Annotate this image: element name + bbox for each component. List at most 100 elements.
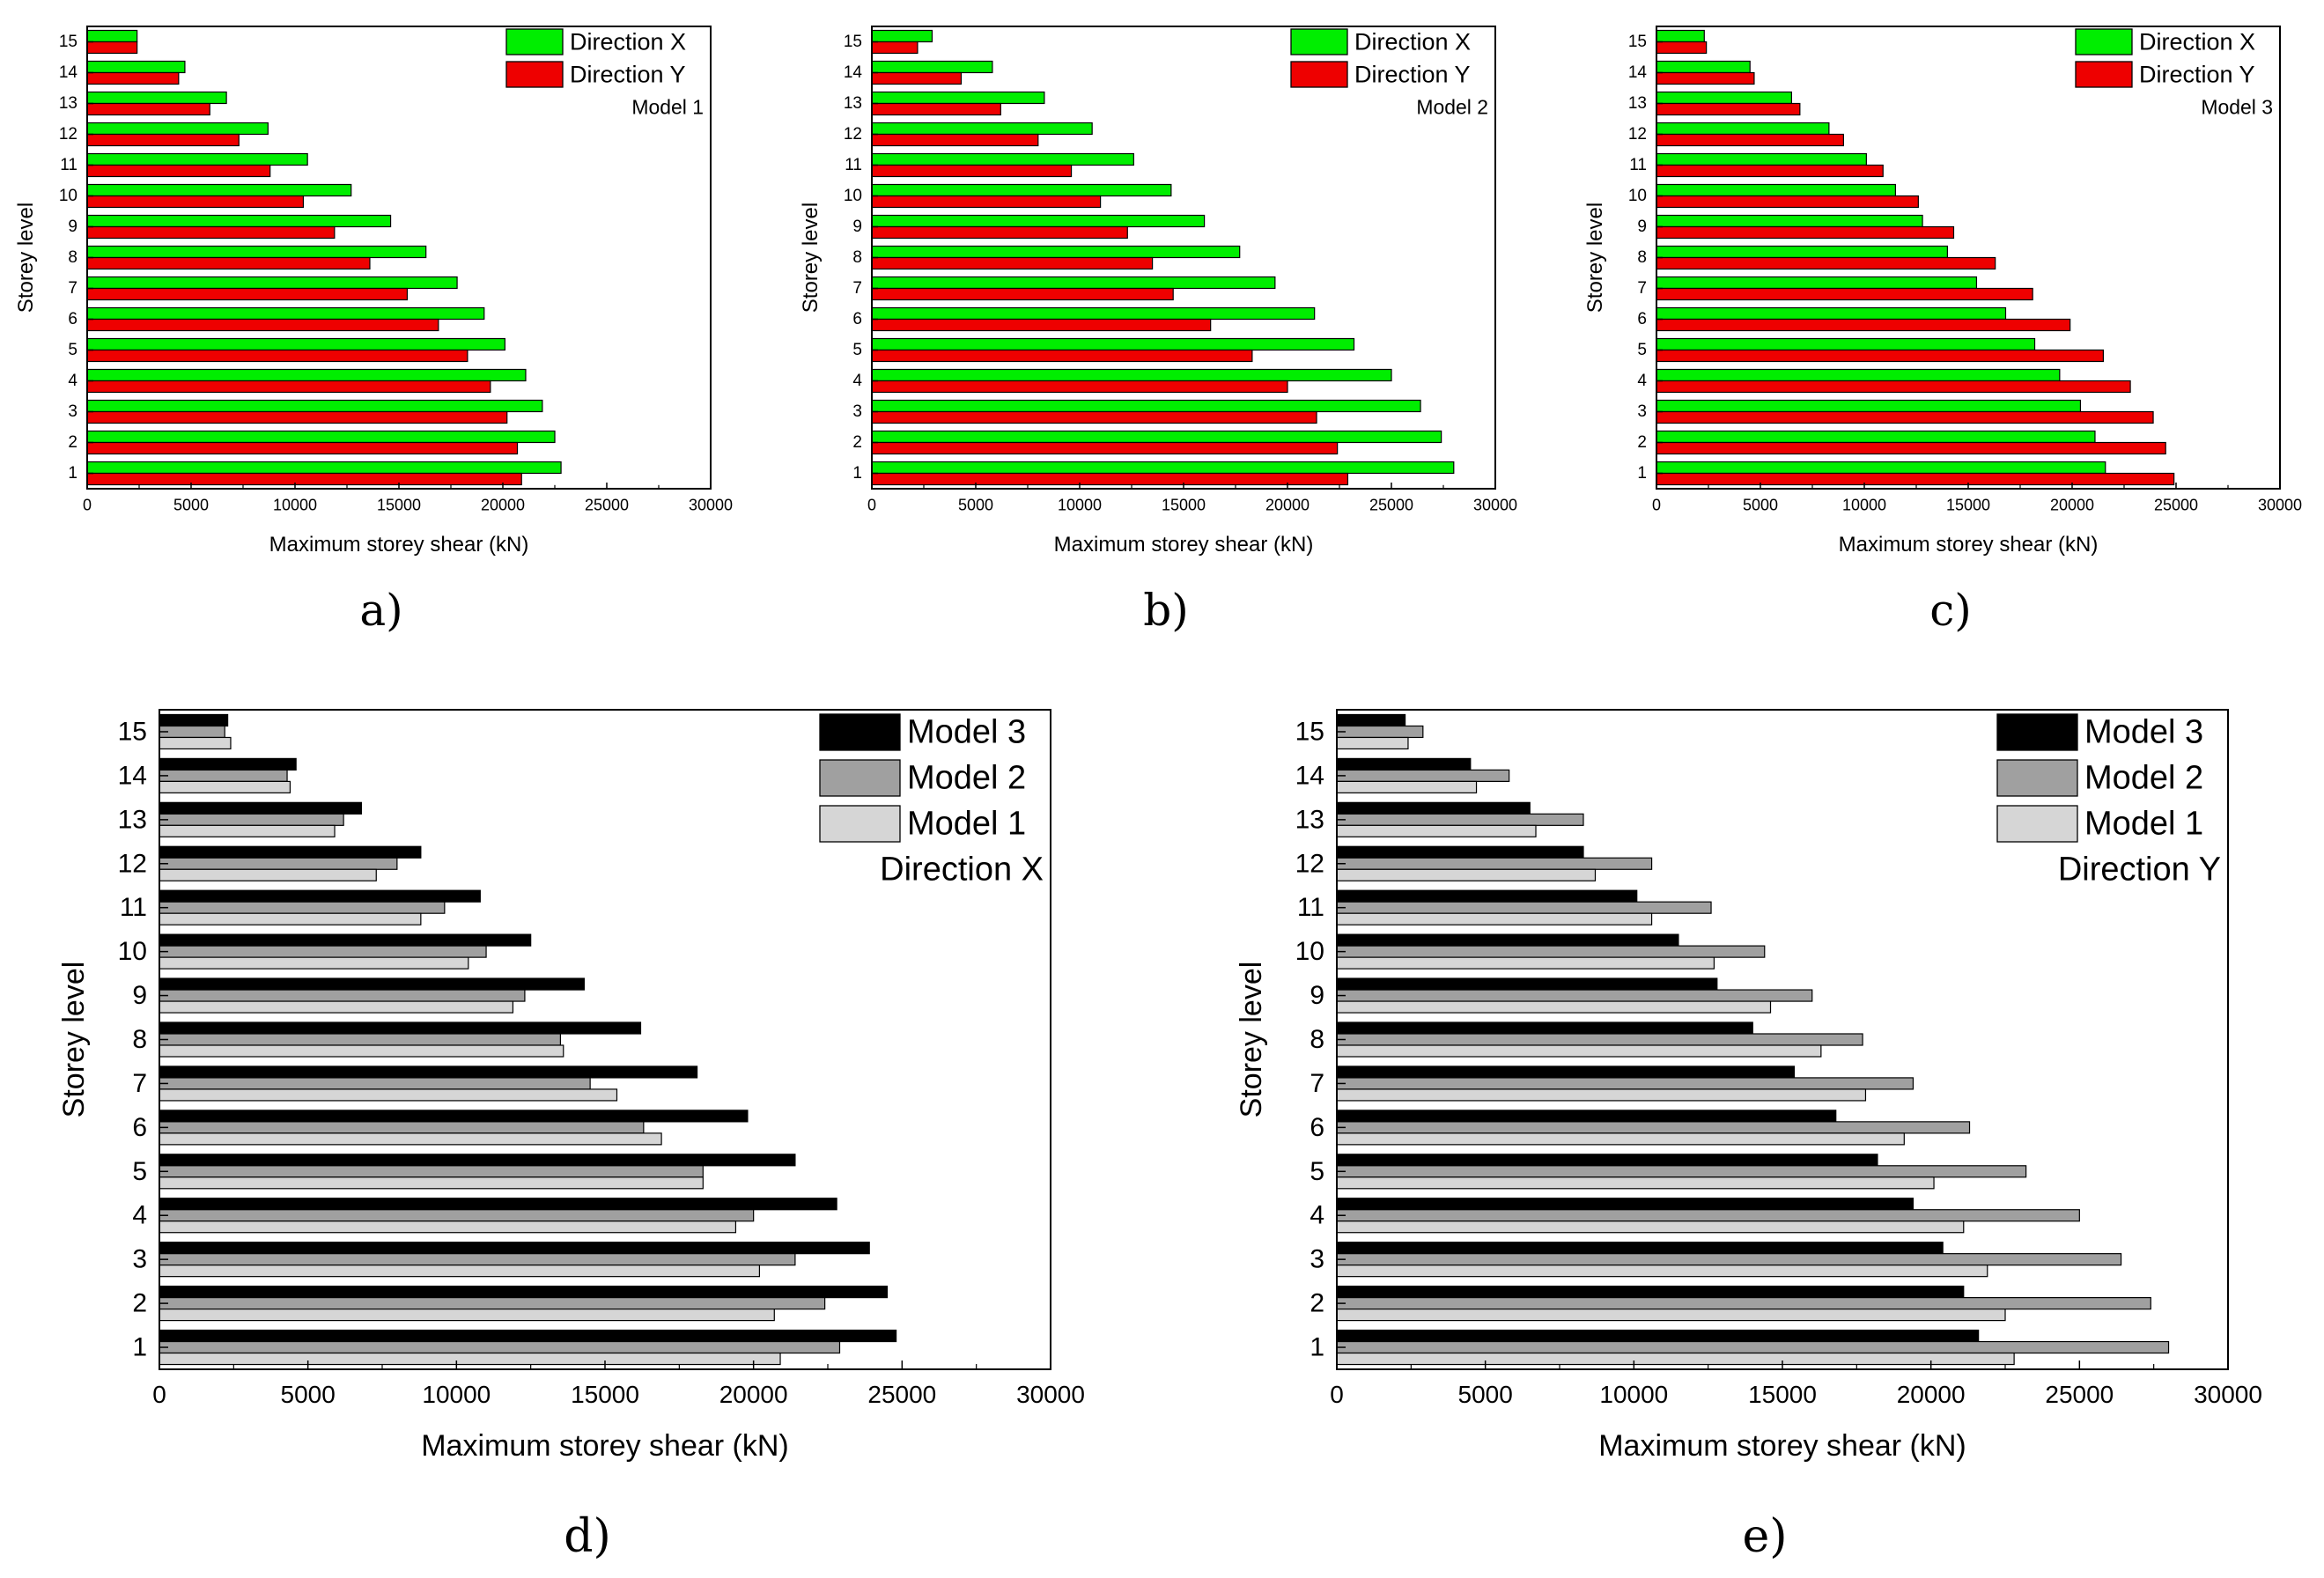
bar-direction-x-storey-14 (1656, 60, 1751, 74)
y-tick-label: 14 (844, 63, 863, 82)
y-tick-label: 4 (1310, 1201, 1324, 1230)
bar-direction-y-storey-9 (1656, 225, 1955, 240)
bar-direction-x-storey-7 (871, 276, 1276, 290)
bar-model-1-storey-9 (1336, 1000, 1772, 1014)
x-tick-label: 20000 (2050, 496, 2094, 513)
bar-model-3-storey-8 (159, 1021, 642, 1035)
y-tick-label: 12 (59, 125, 77, 144)
y-tick-label: 8 (1310, 1025, 1324, 1054)
bar-direction-y-storey-3 (86, 410, 508, 424)
bar-model-3-storey-6 (159, 1110, 749, 1123)
bar-direction-x-storey-9 (86, 214, 392, 228)
bar-model-2-storey-10 (159, 945, 487, 958)
bar-model-2-storey-14 (1336, 769, 1510, 783)
bar-direction-y-storey-13 (871, 102, 1001, 116)
legend-swatch (1996, 759, 2078, 797)
y-tick-label: 9 (1310, 981, 1324, 1010)
bar-model-3-storey-2 (1336, 1285, 1965, 1299)
bar-direction-y-storey-7 (871, 287, 1174, 301)
x-tick-label: 25000 (2045, 1381, 2114, 1408)
y-tick-label: 9 (132, 981, 147, 1010)
bar-direction-x-storey-14 (86, 60, 186, 74)
legend-label: Model 3 (2084, 714, 2203, 751)
bar-model-2-storey-7 (1336, 1077, 1915, 1090)
x-tick-label: 5000 (1743, 496, 1778, 513)
bar-model-2-storey-6 (159, 1121, 645, 1134)
y-tick-label: 7 (68, 279, 77, 298)
y-tick-label: 9 (68, 218, 77, 236)
bar-model-3-storey-11 (1336, 889, 1638, 903)
bar-model-3-storey-11 (159, 889, 481, 903)
x-axis-label: Maximum storey shear (kN) (1054, 533, 1314, 557)
y-tick-label: 11 (1297, 893, 1324, 922)
x-tick-label: 5000 (281, 1381, 336, 1408)
bar-direction-x-storey-6 (86, 306, 485, 321)
bar-model-1-storey-11 (1336, 912, 1653, 925)
chart-note: Model 1 (631, 96, 704, 119)
y-tick-label: 15 (1295, 717, 1324, 746)
bar-direction-x-storey-15 (86, 29, 138, 43)
bar-direction-y-storey-10 (871, 195, 1102, 209)
y-tick-label: 1 (132, 1333, 147, 1362)
bar-model-3-storey-1 (159, 1329, 897, 1343)
y-tick-label: 13 (59, 94, 77, 113)
x-tick-label: 30000 (689, 496, 733, 513)
bar-model-1-storey-2 (1336, 1308, 2006, 1322)
x-tick-label: 0 (867, 496, 876, 513)
y-tick-label: 9 (1637, 218, 1647, 236)
y-tick-label: 5 (68, 341, 77, 359)
bar-direction-x-storey-12 (1656, 122, 1830, 136)
bar-model-2-storey-11 (159, 901, 446, 914)
bar-direction-x-storey-6 (871, 306, 1316, 321)
bar-direction-x-storey-11 (871, 152, 1134, 166)
bar-direction-x-storey-11 (1656, 152, 1867, 166)
x-tick-label: 30000 (2194, 1381, 2262, 1408)
bar-model-2-storey-7 (159, 1077, 591, 1090)
x-tick-label: 0 (1652, 496, 1661, 513)
bar-model-3-storey-15 (159, 713, 229, 727)
bar-model-3-storey-6 (1336, 1110, 1837, 1123)
x-tick-label: 25000 (2154, 496, 2198, 513)
y-tick-label: 1 (852, 464, 862, 483)
legend-label: Direction Y (2139, 62, 2255, 88)
bar-direction-y-storey-12 (1656, 133, 1844, 147)
y-tick-label: 5 (852, 341, 862, 359)
bar-direction-x-storey-8 (871, 245, 1241, 259)
bar-model-1-storey-14 (159, 780, 291, 794)
bar-direction-y-storey-7 (1656, 287, 2033, 301)
y-tick-label: 14 (118, 761, 147, 790)
y-tick-label: 2 (68, 433, 77, 452)
bar-direction-y-storey-6 (1656, 318, 2071, 332)
bar-model-1-storey-15 (159, 736, 232, 750)
bar-direction-y-storey-3 (1656, 410, 2154, 424)
bar-model-2-storey-3 (159, 1253, 796, 1266)
bar-direction-x-storey-5 (86, 337, 505, 351)
bar-direction-y-storey-2 (86, 441, 519, 455)
y-tick-label: 14 (59, 63, 78, 82)
bar-direction-y-storey-2 (871, 441, 1339, 455)
legend-swatch (819, 713, 901, 751)
bar-model-2-storey-1 (159, 1340, 841, 1354)
bar-direction-y-storey-11 (1656, 164, 1884, 178)
panel-label: e) (1742, 1510, 1787, 1563)
x-axis-label: Maximum storey shear (kN) (421, 1429, 789, 1463)
panel-label: d) (564, 1510, 611, 1563)
bar-direction-y-storey-11 (871, 164, 1073, 178)
legend-label: Direction X (2139, 29, 2255, 55)
x-tick-label: 5000 (958, 496, 993, 513)
chart-note: Direction X (880, 852, 1044, 889)
panel-label: a) (359, 585, 402, 636)
bar-model-1-storey-4 (1336, 1220, 1965, 1234)
y-axis-label: Storey level (14, 203, 38, 313)
y-tick-label: 7 (1637, 279, 1647, 298)
legend-swatch (1290, 28, 1348, 55)
bar-direction-x-storey-10 (86, 183, 352, 197)
bar-direction-x-storey-10 (1656, 183, 1896, 197)
bar-model-3-storey-1 (1336, 1329, 1980, 1343)
x-tick-label: 15000 (377, 496, 421, 513)
x-tick-label: 15000 (571, 1381, 639, 1408)
bar-model-1-storey-1 (1336, 1352, 2015, 1366)
x-tick-label: 10000 (422, 1381, 491, 1408)
